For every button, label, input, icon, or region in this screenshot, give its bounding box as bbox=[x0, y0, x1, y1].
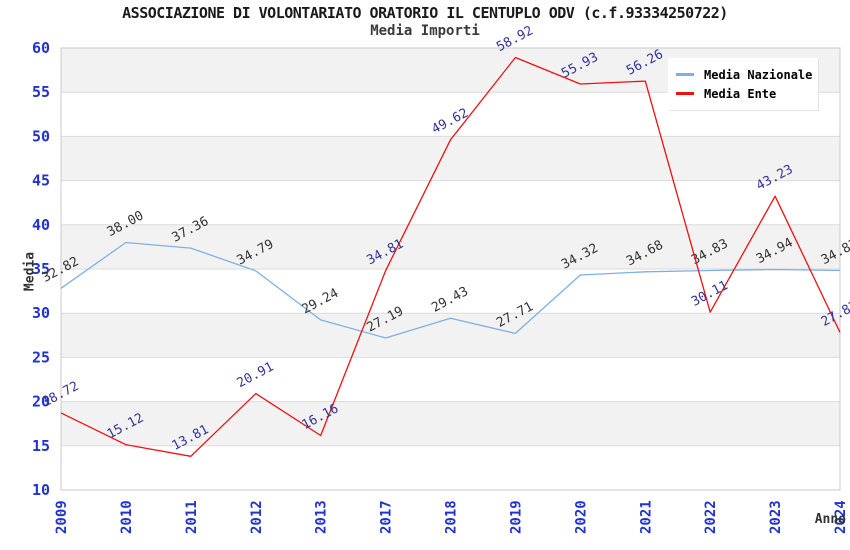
x-tick-label: 2019 bbox=[508, 500, 524, 534]
y-tick-label: 20 bbox=[32, 393, 50, 411]
x-axis-title: Anno bbox=[814, 512, 846, 527]
y-tick-label: 25 bbox=[32, 348, 50, 366]
x-tick-label: 2021 bbox=[638, 500, 654, 534]
x-tick-label: 2020 bbox=[573, 500, 589, 534]
x-tick-label: 2018 bbox=[444, 500, 460, 534]
y-tick-label: 35 bbox=[32, 260, 50, 278]
y-tick-label: 30 bbox=[32, 304, 50, 322]
data-label-media-nazionale: 29.24 bbox=[300, 286, 342, 318]
x-tick-label: 2023 bbox=[768, 500, 784, 534]
plot-band bbox=[61, 313, 840, 358]
legend: Media Nazionale Media Ente bbox=[668, 58, 818, 110]
legend-item-media-nazionale: Media Nazionale bbox=[676, 65, 818, 84]
x-tick-label: 2011 bbox=[184, 500, 200, 534]
legend-label-media-ente: Media Ente bbox=[704, 86, 777, 101]
y-tick-label: 50 bbox=[32, 127, 50, 145]
series-line-media-ente bbox=[60, 56, 841, 457]
y-axis-title: Media bbox=[22, 251, 38, 292]
legend-item-media-ente: Media Ente bbox=[676, 84, 818, 103]
x-tick-label: 2009 bbox=[54, 500, 70, 534]
data-label-media-ente: 30.11 bbox=[689, 278, 731, 310]
x-tick-label: 2022 bbox=[703, 500, 719, 534]
data-label-media-ente: 20.91 bbox=[235, 360, 277, 392]
y-tick-label: 15 bbox=[32, 437, 50, 455]
y-tick-label: 40 bbox=[32, 216, 50, 234]
y-tick-label: 60 bbox=[32, 39, 50, 57]
x-tick-label: 2012 bbox=[249, 500, 265, 534]
data-label-media-ente: 49.62 bbox=[429, 106, 471, 138]
series-line-media-nazionale bbox=[60, 241, 841, 339]
chart-title: ASSOCIAZIONE DI VOLONTARIATO ORATORIO IL… bbox=[122, 4, 728, 22]
y-tick-label: 45 bbox=[32, 172, 50, 190]
legend-swatch-media-ente bbox=[676, 92, 694, 95]
x-tick-label: 2010 bbox=[119, 500, 135, 534]
chart-subtitle: Media Importi bbox=[370, 23, 480, 39]
legend-swatch-media-nazionale bbox=[676, 73, 694, 76]
plot-band bbox=[61, 401, 840, 446]
plot-band bbox=[61, 136, 840, 181]
data-label-media-nazionale: 29.43 bbox=[429, 284, 471, 316]
data-label-media-ente: 27.83 bbox=[819, 298, 850, 330]
plot-band bbox=[61, 224, 840, 269]
plot-border bbox=[60, 47, 841, 491]
legend-label-media-nazionale: Media Nazionale bbox=[704, 67, 813, 82]
y-tick-label: 10 bbox=[32, 481, 50, 499]
x-tick-label: 2017 bbox=[379, 500, 395, 534]
x-tick-label: 2013 bbox=[314, 500, 330, 534]
y-tick-label: 55 bbox=[32, 83, 50, 101]
x-tick-label: 2024 bbox=[833, 500, 849, 534]
